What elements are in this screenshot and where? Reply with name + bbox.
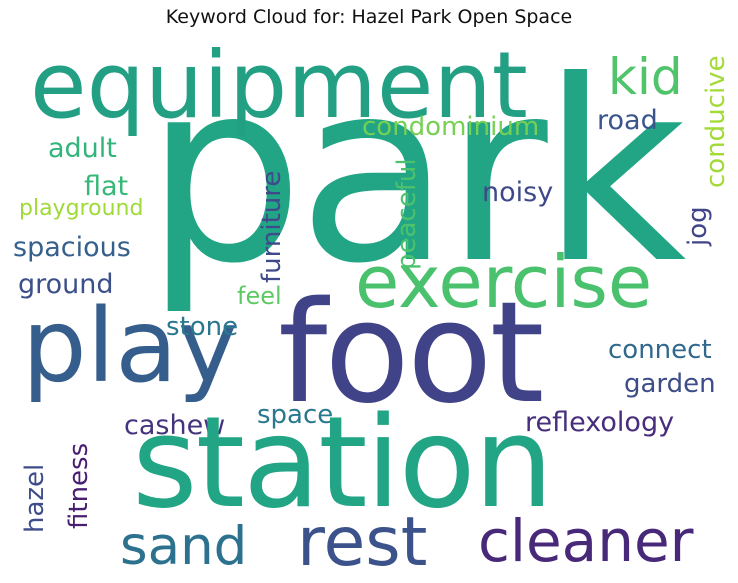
page-title: Keyword Cloud for: Hazel Park Open Space	[165, 6, 573, 28]
word-condominium: condominium	[362, 112, 540, 142]
word-jog: jog	[683, 206, 713, 246]
word-foot: foot	[278, 272, 544, 435]
word-feel: feel	[237, 282, 282, 310]
word-flat: flat	[84, 171, 129, 202]
word-sand: sand	[120, 516, 248, 577]
word-cleaner: cleaner	[478, 507, 694, 575]
word-stone: stone	[166, 312, 239, 342]
word-space: space	[257, 400, 334, 430]
word-cashew: cashew	[124, 410, 226, 441]
word-station: station	[132, 389, 554, 536]
word-equipment: equipment	[30, 34, 528, 139]
word-cloud: park equipment kid condominium road adul…	[10, 34, 730, 579]
word-conducive: conducive	[701, 55, 730, 188]
word-adult: adult	[48, 133, 117, 164]
word-garden: garden	[624, 369, 716, 399]
word-spacious: spacious	[13, 232, 131, 263]
word-fitness: fitness	[64, 442, 94, 529]
word-connect: connect	[608, 335, 712, 365]
word-peaceful: peaceful	[392, 158, 422, 270]
word-kid: kid	[608, 48, 683, 106]
word-hazel: hazel	[20, 463, 50, 533]
word-playground: playground	[19, 196, 144, 221]
word-noisy: noisy	[482, 177, 554, 208]
word-furniture: furniture	[257, 170, 287, 283]
word-reflexology: reflexology	[525, 407, 675, 438]
word-park: park	[145, 34, 686, 318]
word-play: play	[22, 287, 238, 406]
word-exercise: exercise	[355, 240, 653, 324]
word-rest: rest	[297, 503, 428, 579]
word-ground: ground	[18, 269, 114, 300]
word-road: road	[597, 105, 658, 136]
